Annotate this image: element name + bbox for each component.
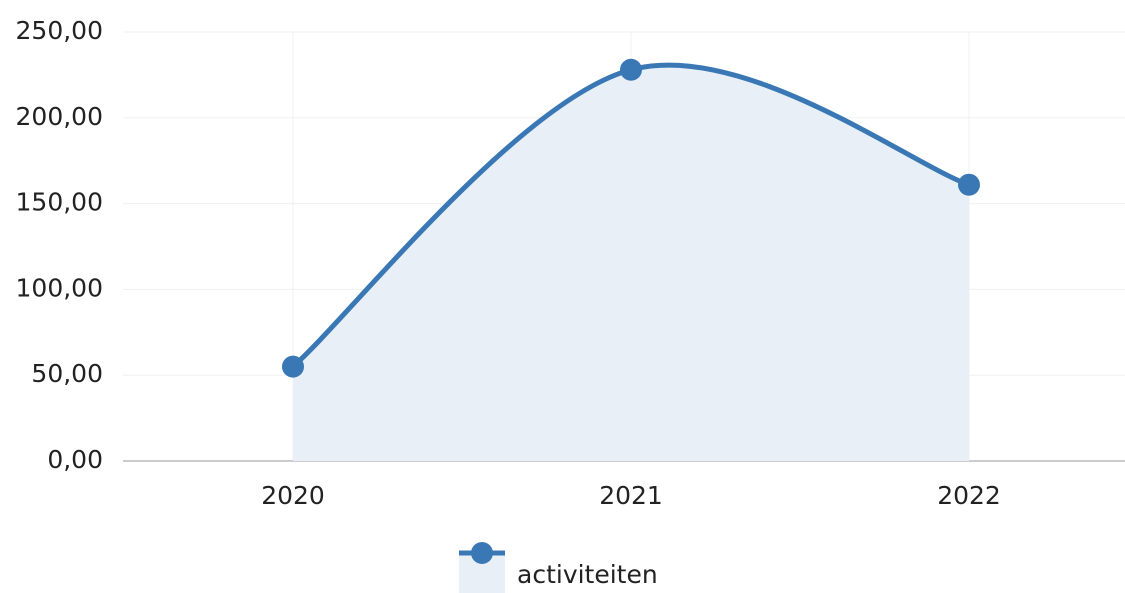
point: [620, 58, 642, 81]
y-tick-label: 150,00: [16, 188, 103, 217]
y-tick-label: 250,00: [16, 16, 103, 45]
y-tick-label: 0,00: [47, 445, 103, 474]
legend-label: activiteiten: [517, 560, 658, 589]
area: [293, 65, 969, 461]
x-tick-label: 2020: [261, 481, 325, 510]
y-tick-label: 200,00: [16, 102, 103, 131]
point: [958, 173, 980, 196]
x-tick-label: 2021: [599, 481, 663, 510]
legend-marker: [471, 542, 493, 564]
y-tick-label: 100,00: [16, 273, 103, 302]
point: [282, 355, 304, 378]
y-tick-label: 50,00: [31, 359, 103, 388]
x-tick-label: 2022: [937, 481, 1001, 510]
